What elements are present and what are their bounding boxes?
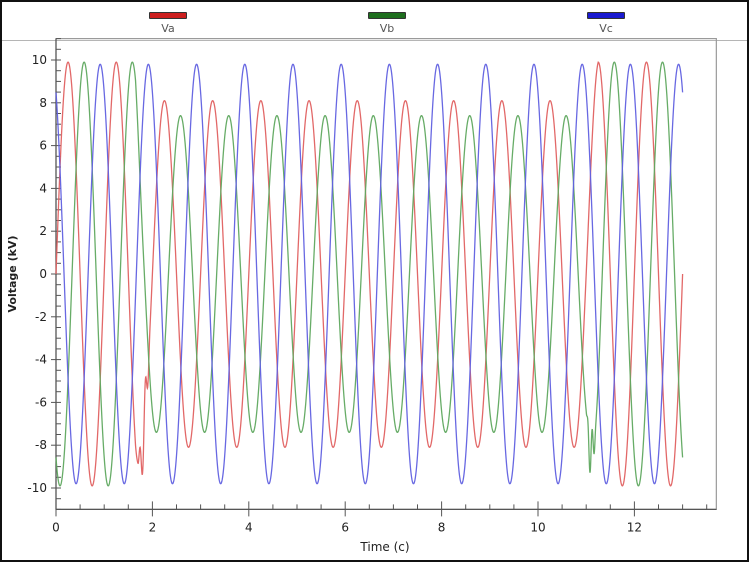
series-line-va: [55, 61, 684, 487]
y-tick-label: -6: [35, 395, 47, 409]
legend-item-vc[interactable]: Vc: [576, 12, 636, 35]
x-tick-label: 4: [245, 520, 253, 534]
legend-item-vb[interactable]: Vb: [357, 12, 417, 35]
legend-label-va: Va: [161, 22, 175, 35]
y-tick-label: 8: [39, 96, 47, 110]
x-tick-label: 12: [627, 520, 642, 534]
y-tick-label: 6: [39, 139, 47, 153]
legend-item-va[interactable]: Va: [138, 12, 198, 35]
series-line-vc: [55, 63, 684, 485]
x-tick-label: 10: [530, 520, 545, 534]
legend: Va Vb Vc: [2, 6, 747, 41]
y-tick-label: 4: [39, 181, 47, 195]
series-lines: [55, 61, 684, 487]
x-axis-title: Time (c): [359, 540, 409, 554]
legend-label-vc: Vc: [599, 22, 613, 35]
y-axis-title: Voltage (kV): [6, 236, 19, 313]
x-tick-label: 0: [52, 520, 60, 534]
legend-label-vb: Vb: [379, 22, 395, 35]
y-tick-label: 0: [39, 267, 47, 281]
y-tick-label: 10: [32, 53, 47, 67]
y-tick-label: -4: [35, 353, 47, 367]
y-tick-label: 2: [39, 224, 47, 238]
series-line-vb: [55, 61, 684, 487]
x-tick-label: 2: [149, 520, 157, 534]
legend-swatch-vb: [368, 12, 406, 19]
x-tick-label: 8: [438, 520, 446, 534]
y-tick-label: -8: [35, 438, 47, 452]
legend-swatch-vc: [587, 12, 625, 19]
y-tick-label: -10: [27, 481, 47, 495]
y-tick-label: -2: [35, 310, 47, 324]
axes: -10 -8 -6 -4 -2 0 2 4 6 8 10 0 2 4 6 8 10 12: [27, 37, 717, 534]
x-tick-label: 6: [341, 520, 349, 534]
legend-swatch-va: [149, 12, 187, 19]
